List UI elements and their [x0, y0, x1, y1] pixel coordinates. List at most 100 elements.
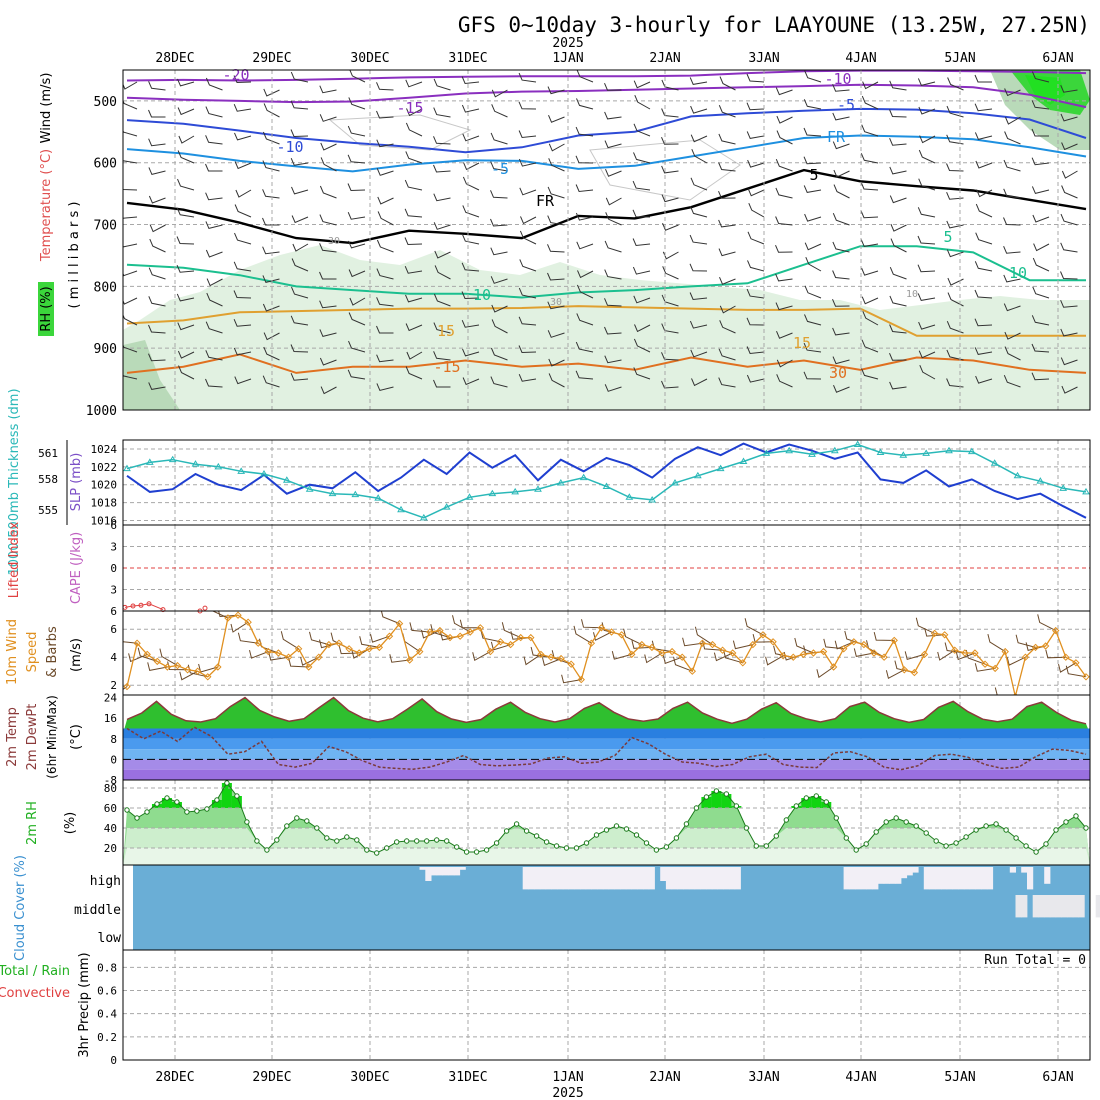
wind-barb: [689, 292, 708, 301]
cloud-high-cell: [602, 867, 610, 890]
wind-barb: [832, 141, 850, 150]
cloud-middle-cell: [1032, 895, 1039, 918]
cloud-high-cell: [545, 867, 552, 890]
isotherm-label: 30: [829, 364, 847, 382]
wind-barb: [918, 106, 936, 115]
rh2m-point: [324, 835, 330, 841]
rh2m-point: [1073, 813, 1079, 819]
wind-barb: [804, 314, 822, 326]
wind-barb: [1031, 157, 1050, 166]
temp-color-band: [123, 738, 1090, 750]
wind-barb: [547, 86, 565, 95]
wind-barb: [348, 240, 366, 249]
rh2m-point: [234, 793, 240, 799]
wind-barb: [234, 204, 252, 218]
rh2m-point: [473, 849, 480, 855]
thickness-point: [511, 487, 520, 495]
cloud-high-cell: [637, 867, 644, 890]
rh2m-point: [693, 805, 700, 811]
wind-barb-10m: [211, 611, 229, 619]
rh2m-point: [883, 819, 889, 825]
wind10m-point: [527, 633, 535, 642]
cloud-high-cell: [419, 867, 426, 870]
cloud-middle-cell: [1044, 895, 1051, 918]
wind-barb: [917, 207, 936, 218]
wind-barb: [776, 130, 793, 145]
wind-barb: [634, 324, 651, 333]
wind10m-point: [436, 626, 444, 635]
wind-barb: [1003, 217, 1021, 226]
wind-barb: [1061, 185, 1078, 199]
pressure-tick-label: 800: [94, 280, 117, 295]
wind-barb: [490, 132, 508, 145]
wind10m-point: [799, 650, 808, 659]
wind-barb: [632, 180, 651, 191]
isotherm-label: -5: [837, 96, 855, 114]
wind-barb: [176, 265, 195, 273]
wind-barb: [290, 129, 309, 138]
wind-barb: [491, 319, 508, 334]
wind-barb: [747, 159, 765, 168]
wind-barb: [377, 211, 394, 226]
cloud-high-cell: [706, 867, 713, 890]
date-label-bottom: 28DEC: [155, 1070, 194, 1085]
wind10m-point: [173, 661, 182, 670]
ylabel-millibars: ( m i l l i b a r s ): [67, 202, 82, 309]
cloud-high-cell: [935, 867, 942, 890]
wind-barb: [719, 76, 736, 91]
wind-barb: [576, 284, 594, 299]
wind-barb: [462, 205, 480, 218]
wind-barb: [575, 155, 594, 164]
upper-air-layer: [123, 70, 1090, 410]
wind-barb: [348, 97, 366, 110]
rh2m-point: [214, 797, 220, 803]
rh2m-point: [394, 839, 400, 845]
wind-barb: [803, 371, 822, 380]
rh2m-point: [993, 821, 999, 827]
wind-barb: [462, 133, 480, 142]
wind-barb: [178, 135, 195, 144]
wind10m-point: [789, 653, 797, 661]
cloud-high-cell: [981, 867, 988, 890]
wind-barb: [976, 189, 993, 198]
temp2m-line: [126, 696, 1087, 725]
cloud-high-cell: [872, 867, 879, 890]
wind10m-point: [123, 682, 131, 691]
wind-barb-10m: [300, 656, 320, 666]
wind-barb: [889, 267, 907, 280]
wind-barb: [890, 223, 907, 232]
wind-barb: [804, 70, 822, 83]
wind-barb: [176, 207, 195, 218]
wind-barb-10m: [713, 652, 733, 662]
ylabel-wind10m-c: & Barbs: [45, 626, 60, 678]
rh2m-point: [334, 838, 340, 844]
wind10m-point: [1062, 653, 1070, 661]
ylabel-wind: Wind (m/s): [39, 73, 54, 144]
isotherm-line: [126, 70, 1087, 82]
wind10m-point: [617, 631, 626, 639]
wind10m-point: [365, 645, 373, 653]
wind-barb: [291, 286, 309, 299]
wind-barb: [290, 158, 309, 166]
wind-barb: [462, 176, 480, 191]
wind10m-point: [1041, 642, 1050, 650]
cloud-middle-cell: [1021, 895, 1028, 918]
wind-barb: [1061, 170, 1078, 179]
wind-barb: [376, 383, 394, 391]
temp-color-band: [123, 728, 1090, 739]
wind-barb: [123, 344, 138, 353]
wind-barb: [889, 166, 907, 175]
cloud-middle-cell: [1078, 895, 1085, 918]
wind-barb: [889, 109, 907, 118]
wind-barb: [662, 223, 679, 231]
wind10m-point: [476, 624, 485, 632]
wind-barb: [547, 272, 565, 281]
wind-barb-10m: [501, 622, 521, 639]
wind-barb: [319, 114, 337, 122]
wind-barb: [689, 234, 708, 245]
wind-barb: [917, 78, 936, 86]
cloud-high-cell: [923, 867, 930, 890]
wind10m-point: [193, 667, 202, 675]
rh2m-tick-label: 40: [104, 822, 117, 835]
wind-barb: [519, 230, 537, 245]
